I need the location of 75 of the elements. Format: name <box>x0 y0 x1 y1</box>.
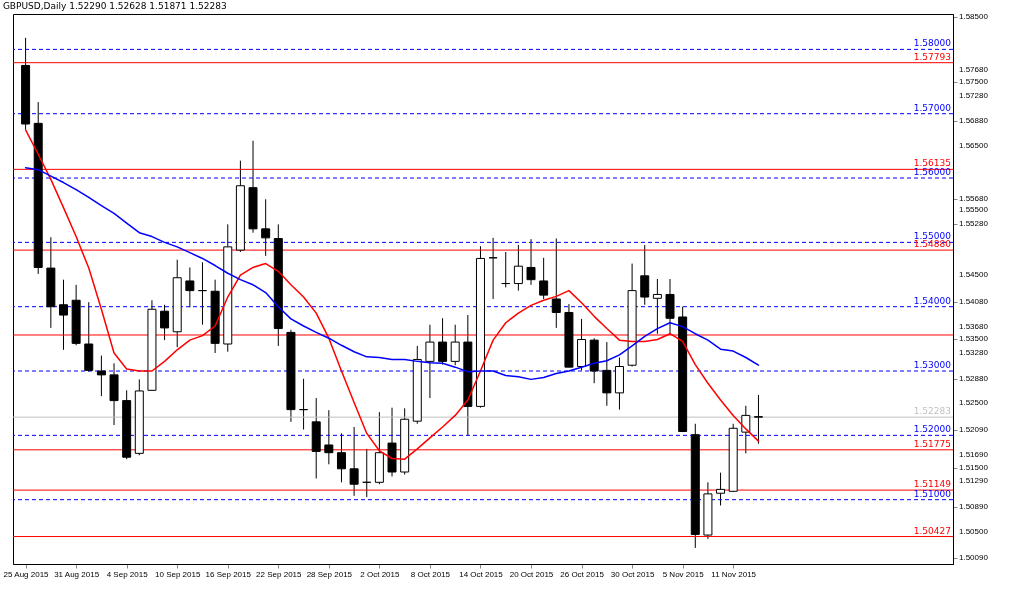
ref-line-label: 1.54000 <box>913 295 952 306</box>
candlestick <box>665 278 675 335</box>
ref-line-label: 1.58000 <box>913 38 952 49</box>
x-tick-label: 10 Sep 2015 <box>155 569 201 579</box>
x-tick-label: 31 Aug 2015 <box>54 569 100 579</box>
y-tick-label: 1.52500 <box>959 398 989 408</box>
candlestick <box>450 324 460 366</box>
y-tick-label: 1.51500 <box>959 462 989 472</box>
candlestick <box>160 304 170 341</box>
x-tick-label: 16 Sep 2015 <box>205 569 252 579</box>
y-tick-label: 1.50890 <box>959 501 989 511</box>
x-tick-label: 5 Nov 2015 <box>662 569 705 579</box>
candlestick <box>425 324 435 399</box>
candlestick <box>513 244 523 292</box>
y-tick-label: 1.53680 <box>959 322 989 332</box>
candlestick <box>716 472 726 506</box>
candlestick <box>438 317 448 366</box>
y-tick-label: 1.57680 <box>959 64 989 74</box>
y-tick-label: 1.56500 <box>959 140 989 150</box>
x-tick-label: 25 Aug 2015 <box>3 569 50 579</box>
ref-line-label: 1.54880 <box>913 239 952 250</box>
ref-line-label: 1.50427 <box>913 525 951 536</box>
y-tick-label: 1.53280 <box>959 348 989 358</box>
candlestick <box>58 279 68 351</box>
candlestick <box>96 355 106 397</box>
y-tick-label: 1.50090 <box>959 553 989 563</box>
x-tick-label: 14 Oct 2015 <box>459 569 504 579</box>
y-tick-label: 1.55680 <box>959 193 989 203</box>
candlestick <box>261 198 271 257</box>
y-tick-label: 1.57280 <box>959 90 989 100</box>
y-tick-label: 1.52880 <box>959 373 989 383</box>
x-tick-label: 28 Sep 2015 <box>306 569 353 579</box>
y-tick-label: 1.56880 <box>959 116 989 126</box>
candlestick <box>551 238 561 329</box>
ref-line-label: 1.51000 <box>913 488 952 499</box>
y-tick-label: 1.55280 <box>959 219 989 229</box>
candlestick <box>336 432 346 483</box>
candlestick <box>602 341 612 407</box>
x-tick-label: 20 Oct 2015 <box>509 569 554 579</box>
ref-line-label: 1.57000 <box>913 102 952 113</box>
x-tick-label: 11 Nov 2015 <box>711 569 757 579</box>
ref-line-label: 1.55000 <box>913 231 952 242</box>
ref-line-label: 1.53000 <box>913 360 952 371</box>
x-tick-label: 2 Oct 2015 <box>360 569 400 579</box>
x-tick-label: 8 Oct 2015 <box>410 569 451 579</box>
ref-line-label: 1.56000 <box>913 167 952 178</box>
y-tick-label: 1.55500 <box>959 205 989 215</box>
y-tick-label: 1.54500 <box>959 269 989 279</box>
x-tick-label: 26 Oct 2015 <box>560 569 605 579</box>
x-tick-label: 22 Sep 2015 <box>256 569 303 579</box>
x-tick-label: 4 Sep 2015 <box>106 569 149 579</box>
y-tick-label: 1.57500 <box>959 76 989 86</box>
x-tick-label: 30 Oct 2015 <box>610 569 655 579</box>
ref-line-label: 1.51775 <box>913 438 951 449</box>
ref-line-label: 1.52000 <box>913 424 952 435</box>
candlestick <box>652 278 662 335</box>
candlestick <box>539 257 549 300</box>
y-tick-label: 1.53500 <box>959 333 989 343</box>
y-tick-label: 1.52090 <box>959 424 989 434</box>
ref-line-label: 1.57793 <box>913 51 951 62</box>
candlestick <box>185 266 195 308</box>
ref-line-label: 1.56135 <box>913 158 951 169</box>
chart-title: GBPUSD,Daily 1.52290 1.52628 1.51871 1.52283 <box>2 1 227 12</box>
y-tick-label: 1.50500 <box>959 526 989 536</box>
candlestick <box>753 394 763 445</box>
y-tick-label: 1.54080 <box>959 296 989 306</box>
ref-line-label: 1.52283 <box>913 406 951 417</box>
candlestick <box>349 426 359 497</box>
candlestick <box>324 409 334 465</box>
y-tick-label: 1.58500 <box>959 12 989 22</box>
ref-line-label: 1.51149 <box>913 479 952 490</box>
candlestick <box>640 244 650 306</box>
y-tick-label: 1.51290 <box>959 476 989 486</box>
candlestick <box>526 238 536 286</box>
y-tick-label: 1.51690 <box>959 450 989 460</box>
